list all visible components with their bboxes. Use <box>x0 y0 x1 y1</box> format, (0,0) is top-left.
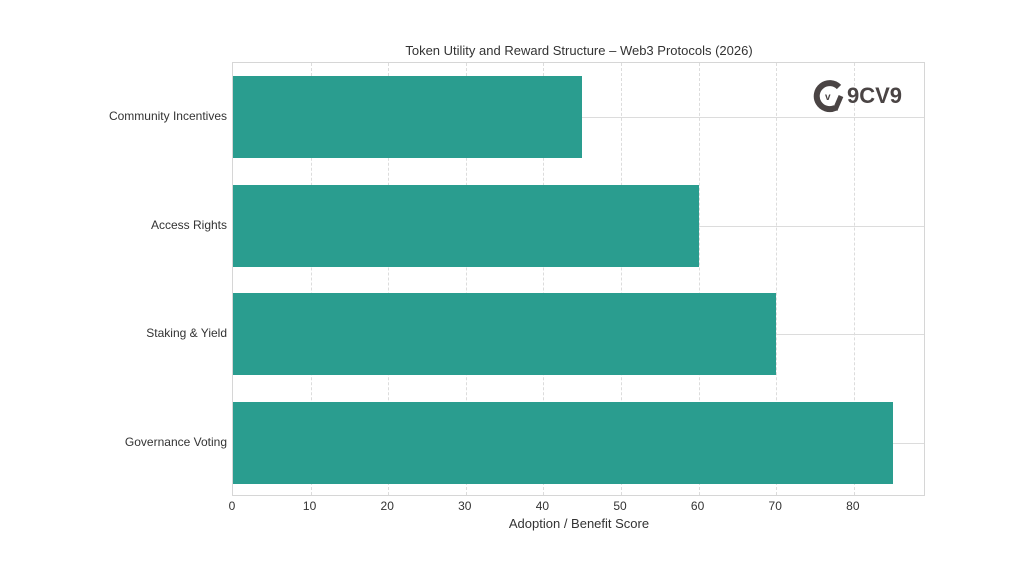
vertical-gridline <box>310 63 312 495</box>
vertical-gridline <box>776 63 778 495</box>
x-tick-label: 80 <box>846 499 860 513</box>
y-tick-label: Access Rights <box>150 217 227 232</box>
plot-area <box>232 62 925 496</box>
bar-governance-voting <box>233 401 893 484</box>
x-tick-label: 10 <box>302 499 317 513</box>
y-tick-label: Staking & Yield <box>146 326 227 341</box>
brand-logo: v 9CV9 <box>813 78 902 114</box>
chart-title: Token Utility and Reward Structure – Web… <box>405 43 753 58</box>
y-tick-label: Governance Voting <box>124 434 227 449</box>
vertical-gridline <box>621 63 623 495</box>
x-tick-label: 40 <box>535 499 550 513</box>
vertical-gridline <box>698 63 700 495</box>
x-tick-label: 30 <box>458 499 472 513</box>
bar-staking-yield <box>233 293 777 376</box>
x-tick-label: 20 <box>380 499 394 513</box>
x-tick-label: 60 <box>690 499 705 513</box>
logo-icon: v <box>813 80 844 113</box>
vertical-gridline <box>465 63 467 495</box>
x-tick-label: 70 <box>768 499 782 513</box>
logo-text: 9CV9 <box>847 83 903 108</box>
x-tick-label: 50 <box>613 499 627 513</box>
x-axis-label: Adoption / Benefit Score <box>508 516 650 531</box>
bar-access-rights <box>233 184 699 267</box>
svg-text:v: v <box>825 92 831 103</box>
bar-community-incentives <box>233 76 583 159</box>
x-tick-label: 0 <box>228 499 236 513</box>
vertical-gridline <box>388 63 390 495</box>
vertical-gridline <box>543 63 545 495</box>
vertical-gridline <box>853 63 855 495</box>
y-tick-label: Community Incentives <box>108 109 227 124</box>
